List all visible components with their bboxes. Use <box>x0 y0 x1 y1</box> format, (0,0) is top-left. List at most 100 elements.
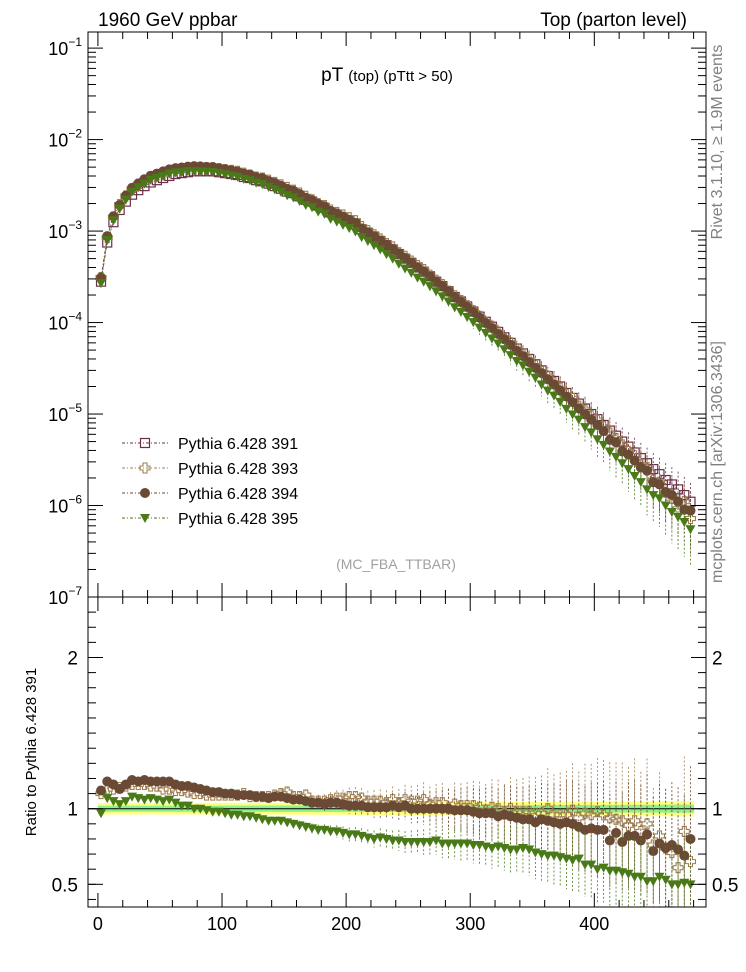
data-point <box>486 334 497 344</box>
ratio-point <box>486 844 497 854</box>
data-point <box>263 182 274 192</box>
ratio-point <box>592 865 603 875</box>
ratio-point <box>635 872 646 882</box>
ratio-point <box>660 875 671 885</box>
data-point <box>369 241 380 251</box>
data-point <box>96 279 107 289</box>
data-point <box>642 485 653 495</box>
y-tick-exponent: −6 <box>68 493 82 507</box>
ratio-point <box>424 837 435 847</box>
data-point <box>611 452 622 462</box>
data-point <box>412 273 423 283</box>
ratio-point <box>673 880 684 890</box>
ratio-point <box>641 818 653 830</box>
data-point <box>108 216 119 226</box>
data-point <box>468 318 479 328</box>
main-y-axis: 10−7 10−6 10−5 10−4 10−3 10−2 10−1 <box>48 35 706 608</box>
data-point <box>170 168 181 178</box>
ratio-point <box>164 795 175 805</box>
data-point <box>232 172 243 182</box>
data-point <box>406 268 417 278</box>
data-point <box>325 214 336 224</box>
legend-marker <box>139 462 151 474</box>
x-tick-label: 0 <box>93 914 103 934</box>
data-point <box>151 173 162 183</box>
rivet-version-label: Rivet 3.1.10, ≥ 1.9M events <box>709 45 726 240</box>
data-point <box>269 185 280 195</box>
data-point <box>648 491 659 501</box>
ratio-point <box>170 798 181 808</box>
data-point <box>592 419 603 430</box>
data-point <box>561 404 572 414</box>
legend-label: Pythia 6.428 393 <box>178 461 298 478</box>
data-point <box>182 167 193 177</box>
ratio-point <box>598 824 609 835</box>
ratio-point <box>524 845 535 855</box>
data-point <box>629 455 640 466</box>
x-axis: 0 100 200 300 400 <box>93 32 695 934</box>
x-tick-label: 100 <box>207 914 237 934</box>
x-tick-label: 300 <box>455 914 485 934</box>
ratio-point <box>542 803 554 815</box>
y-tick-exponent: −1 <box>68 35 82 49</box>
y-tick-exponent: −5 <box>68 401 82 415</box>
ratio-point <box>672 862 684 874</box>
y-tick-label: 10−5 <box>48 401 82 425</box>
y-tick-exponent: −2 <box>68 127 82 141</box>
legend-label: Pythia 6.428 395 <box>178 511 298 528</box>
ratio-point <box>431 836 442 846</box>
data-point <box>176 168 187 178</box>
data-point <box>350 227 361 237</box>
ratio-point <box>579 807 591 819</box>
data-point <box>530 373 541 383</box>
data-point <box>604 447 615 457</box>
data-point <box>257 180 268 190</box>
data-point <box>344 224 355 234</box>
data-point <box>102 235 113 245</box>
data-point <box>493 339 504 349</box>
ratio-point <box>617 836 628 847</box>
data-point <box>313 207 324 217</box>
y-tick-exponent: −3 <box>68 218 82 232</box>
ratio-point <box>685 880 696 890</box>
y-tick-label: 10−4 <box>48 310 82 334</box>
data-point <box>362 236 373 246</box>
ratio-point <box>616 815 628 827</box>
data-point <box>387 254 398 264</box>
data-point <box>598 440 609 450</box>
ratio-point <box>108 797 119 807</box>
ratio-point <box>567 804 579 816</box>
data-point <box>684 513 697 525</box>
y-tick-label: 10−3 <box>48 218 82 242</box>
ratio-point <box>511 845 522 855</box>
data-point <box>139 179 150 189</box>
data-point <box>300 200 311 210</box>
data-point <box>679 518 690 528</box>
ratio-point <box>623 869 634 879</box>
legend-label: Pythia 6.428 391 <box>178 436 298 453</box>
y-tick-exponent: −4 <box>68 310 82 324</box>
data-point <box>555 397 566 407</box>
data-point <box>673 512 684 522</box>
data-point <box>580 423 591 433</box>
ratio-tick-label: 1 <box>67 800 78 821</box>
data-point <box>623 465 634 475</box>
plot-title-main: pT <box>321 65 344 86</box>
data-point <box>480 328 491 338</box>
plot-title-sub: (top) (pTtt > 50) <box>348 68 453 85</box>
data-point <box>524 367 535 377</box>
data-point <box>418 277 429 287</box>
ratio-tick-label-right: 0.5 <box>712 875 738 896</box>
ratio-point <box>629 815 641 827</box>
ratio-point <box>182 801 193 811</box>
ratio-point <box>102 794 113 804</box>
data-point <box>331 217 342 227</box>
data-point <box>505 351 516 361</box>
y-tick-label: 10−7 <box>48 584 82 608</box>
data-point <box>375 245 386 255</box>
data-point <box>660 501 671 511</box>
data-point <box>592 435 603 445</box>
data-point <box>654 494 665 504</box>
data-point <box>536 380 547 390</box>
data-point <box>511 356 522 366</box>
